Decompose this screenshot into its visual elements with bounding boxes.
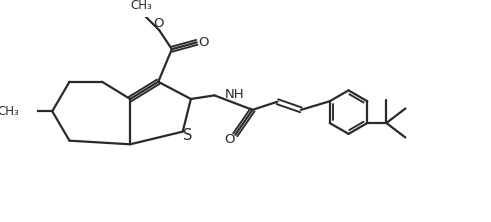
Text: O: O [224, 133, 235, 146]
Text: O: O [153, 17, 164, 30]
Text: CH₃: CH₃ [130, 0, 152, 12]
Text: NH: NH [224, 88, 244, 101]
Text: S: S [184, 128, 193, 143]
Text: O: O [198, 36, 209, 49]
Text: CH₃: CH₃ [0, 105, 19, 118]
